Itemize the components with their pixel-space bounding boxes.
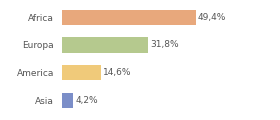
Bar: [62, 37, 148, 53]
Text: 31,8%: 31,8%: [150, 41, 179, 49]
Bar: [62, 10, 196, 25]
Bar: [62, 93, 73, 108]
Text: 49,4%: 49,4%: [198, 13, 227, 22]
Text: 14,6%: 14,6%: [103, 68, 132, 77]
Text: 4,2%: 4,2%: [75, 96, 98, 105]
Bar: [62, 65, 101, 80]
